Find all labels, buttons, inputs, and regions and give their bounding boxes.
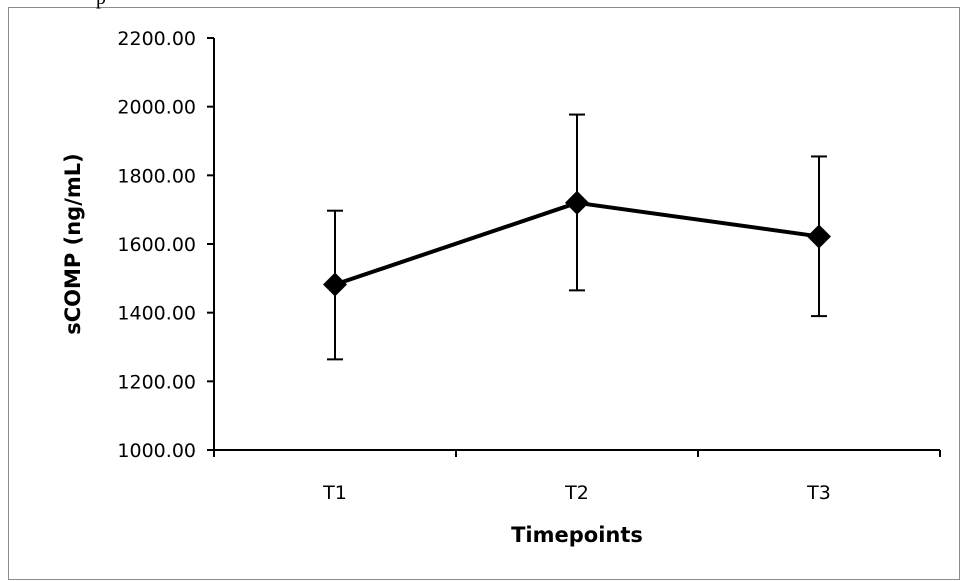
y-tick-label: 1800.00 (117, 165, 196, 187)
x-axis-title: Timepoints (511, 523, 643, 547)
data-point-marker (565, 190, 589, 215)
x-tick-label: T3 (806, 482, 831, 504)
y-tick-label: 2200.00 (117, 28, 196, 50)
axes (207, 37, 941, 457)
error-bars (327, 113, 827, 361)
y-tick-label: 1400.00 (117, 303, 196, 325)
y-tick-label: 1000.00 (117, 440, 196, 462)
labels: 1000.00 1200.00 1400.00 1600.00 1800.00 2000.… (61, 28, 831, 547)
x-tick-label: T1 (322, 482, 347, 504)
y-axis-title: sCOMP (ng/mL) (61, 153, 85, 334)
y-tick-label: 1600.00 (117, 234, 196, 256)
markers (323, 190, 831, 297)
x-tick-label: T2 (564, 482, 589, 504)
chart-frame (8, 7, 960, 580)
data-point-marker (323, 272, 347, 297)
y-tick-label: 2000.00 (117, 97, 196, 119)
stray-text: p (96, 0, 106, 10)
y-tick-label: 1200.00 (117, 371, 196, 393)
data-point-marker (807, 224, 831, 249)
